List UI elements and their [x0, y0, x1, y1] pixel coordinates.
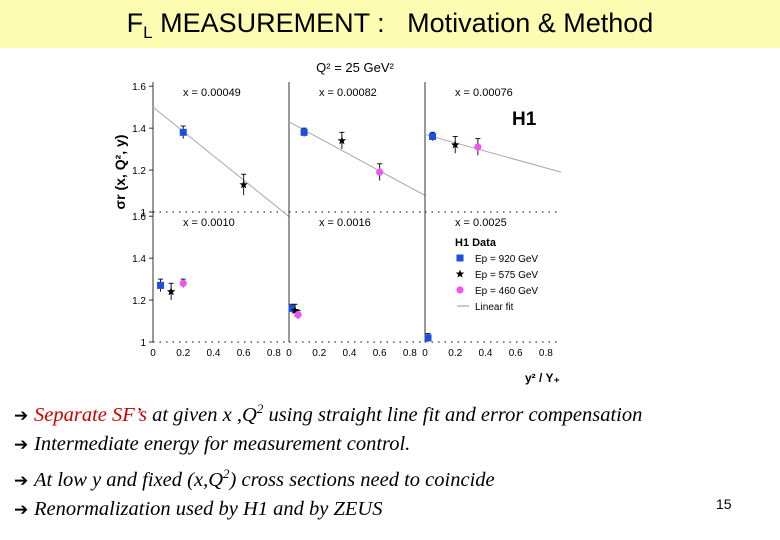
x-tick-label: 0.2 [176, 348, 190, 359]
panel-label: x = 0.00076 [455, 87, 513, 99]
y-tick-label: 1.6 [132, 82, 146, 93]
bullet-text: At low y and fixed (x,Q [34, 468, 224, 491]
y-tick-label: 1.2 [132, 296, 146, 307]
bullet-sup: 2 [256, 401, 264, 416]
bullet-item: ➔ Separate SF’s at given x ,Q2 using stra… [14, 394, 642, 430]
title-rest: MEASUREMENT : Motivation & Method [152, 8, 654, 38]
data-point [456, 254, 464, 262]
x-tick-label: 0.6 [373, 348, 387, 359]
y-tick-label: 1.4 [132, 124, 146, 135]
page-number: 15 [716, 496, 732, 512]
x-tick-label: 0.6 [509, 348, 523, 359]
legend-title: H1 Data [455, 237, 497, 249]
title-subscript: L [143, 23, 153, 42]
data-point [337, 136, 347, 145]
data-point [300, 128, 308, 136]
data-point [294, 311, 302, 319]
y-axis-label: σr (x, Q², y) [112, 135, 128, 210]
x-axis-label: y² / Y₊ [525, 371, 560, 385]
data-point [456, 286, 464, 294]
data-point [429, 133, 437, 141]
bullet-tail: using straight line fit and error compen… [263, 403, 643, 426]
bullet-sup: 2 [223, 465, 230, 481]
panel-label: x = 0.00082 [319, 87, 377, 99]
x-tick-label: 0.8 [267, 348, 281, 359]
chart-title: Q² = 25 GeV² [316, 60, 394, 75]
x-tick-label: 0.4 [342, 348, 356, 359]
y-tick-label: 1.6 [132, 212, 146, 223]
bullet-list: ➔ Separate SF’s at given x ,Q2 using stra… [14, 394, 642, 524]
panel-label: x = 0.00049 [183, 87, 241, 99]
panel-label: x = 0.0025 [455, 217, 507, 229]
bullet-item: ➔ At low y and fixed (x,Q2) cross section… [14, 459, 642, 495]
x-tick-label: 0.8 [539, 348, 553, 359]
title-main: F [126, 8, 144, 38]
slide-title: FL MEASUREMENT : Motivation & Method [0, 8, 780, 43]
x-tick-label: 0.4 [206, 348, 220, 359]
bullet-text: Renormalization used by H1 and by ZEUS [34, 497, 383, 520]
bullet-text: Intermediate energy for measurement cont… [34, 432, 411, 455]
y-tick-label: 1.4 [132, 254, 146, 265]
arrow-icon: ➔ [14, 405, 29, 425]
y-tick-label: 1 [140, 338, 146, 349]
bullet-item: ➔ Renormalization used by H1 and by ZEUS [14, 495, 642, 524]
data-point [450, 140, 460, 149]
panel-label: x = 0.0016 [319, 217, 371, 229]
x-tick-label: 0 [286, 348, 292, 359]
chart-label: H1 [512, 109, 537, 130]
bullet-text: at given x ,Q [146, 403, 257, 426]
h1-chart: Q² = 25 GeV² H1 σr (x, Q², y) y² / Y₊ x = 0.… [112, 60, 562, 385]
x-tick-label: 0.2 [312, 348, 326, 359]
data-point [290, 306, 300, 315]
arrow-icon: ➔ [14, 434, 29, 454]
legend-label: Ep = 460 GeV [475, 286, 538, 297]
x-tick-label: 0.6 [237, 348, 251, 359]
data-point [455, 269, 465, 278]
data-point [424, 334, 432, 342]
x-tick-label: 0.8 [403, 348, 417, 359]
data-point [288, 304, 296, 312]
arrow-icon: ➔ [14, 470, 29, 490]
x-tick-label: 0.2 [448, 348, 462, 359]
data-point [474, 143, 482, 151]
data-point [166, 287, 176, 296]
arrow-icon: ➔ [14, 499, 29, 519]
x-tick-label: 0 [150, 348, 156, 359]
legend-label: Ep = 575 GeV [475, 270, 538, 281]
legend-label: Ep = 920 GeV [475, 254, 538, 265]
bullet-tail: ) cross sections need to coincide [229, 468, 495, 491]
data-point [157, 281, 165, 289]
x-tick-label: 0.4 [478, 348, 492, 359]
data-point [179, 279, 187, 287]
fit-line [152, 106, 290, 218]
data-point [179, 128, 187, 136]
data-point [376, 168, 384, 176]
y-tick-label: 1 [140, 208, 146, 219]
bullet-highlight: Separate SF’s [34, 403, 147, 426]
y-tick-label: 1.2 [132, 166, 146, 177]
fit-line [424, 133, 562, 173]
title-bar [0, 0, 780, 48]
legend-label: Linear fit [475, 302, 514, 313]
panel-label: x = 0.0010 [183, 217, 235, 229]
fit-line [288, 121, 426, 196]
data-point [239, 180, 248, 189]
x-tick-label: 0 [422, 348, 428, 359]
bullet-item: ➔ Intermediate energy for measurement con… [14, 430, 642, 459]
